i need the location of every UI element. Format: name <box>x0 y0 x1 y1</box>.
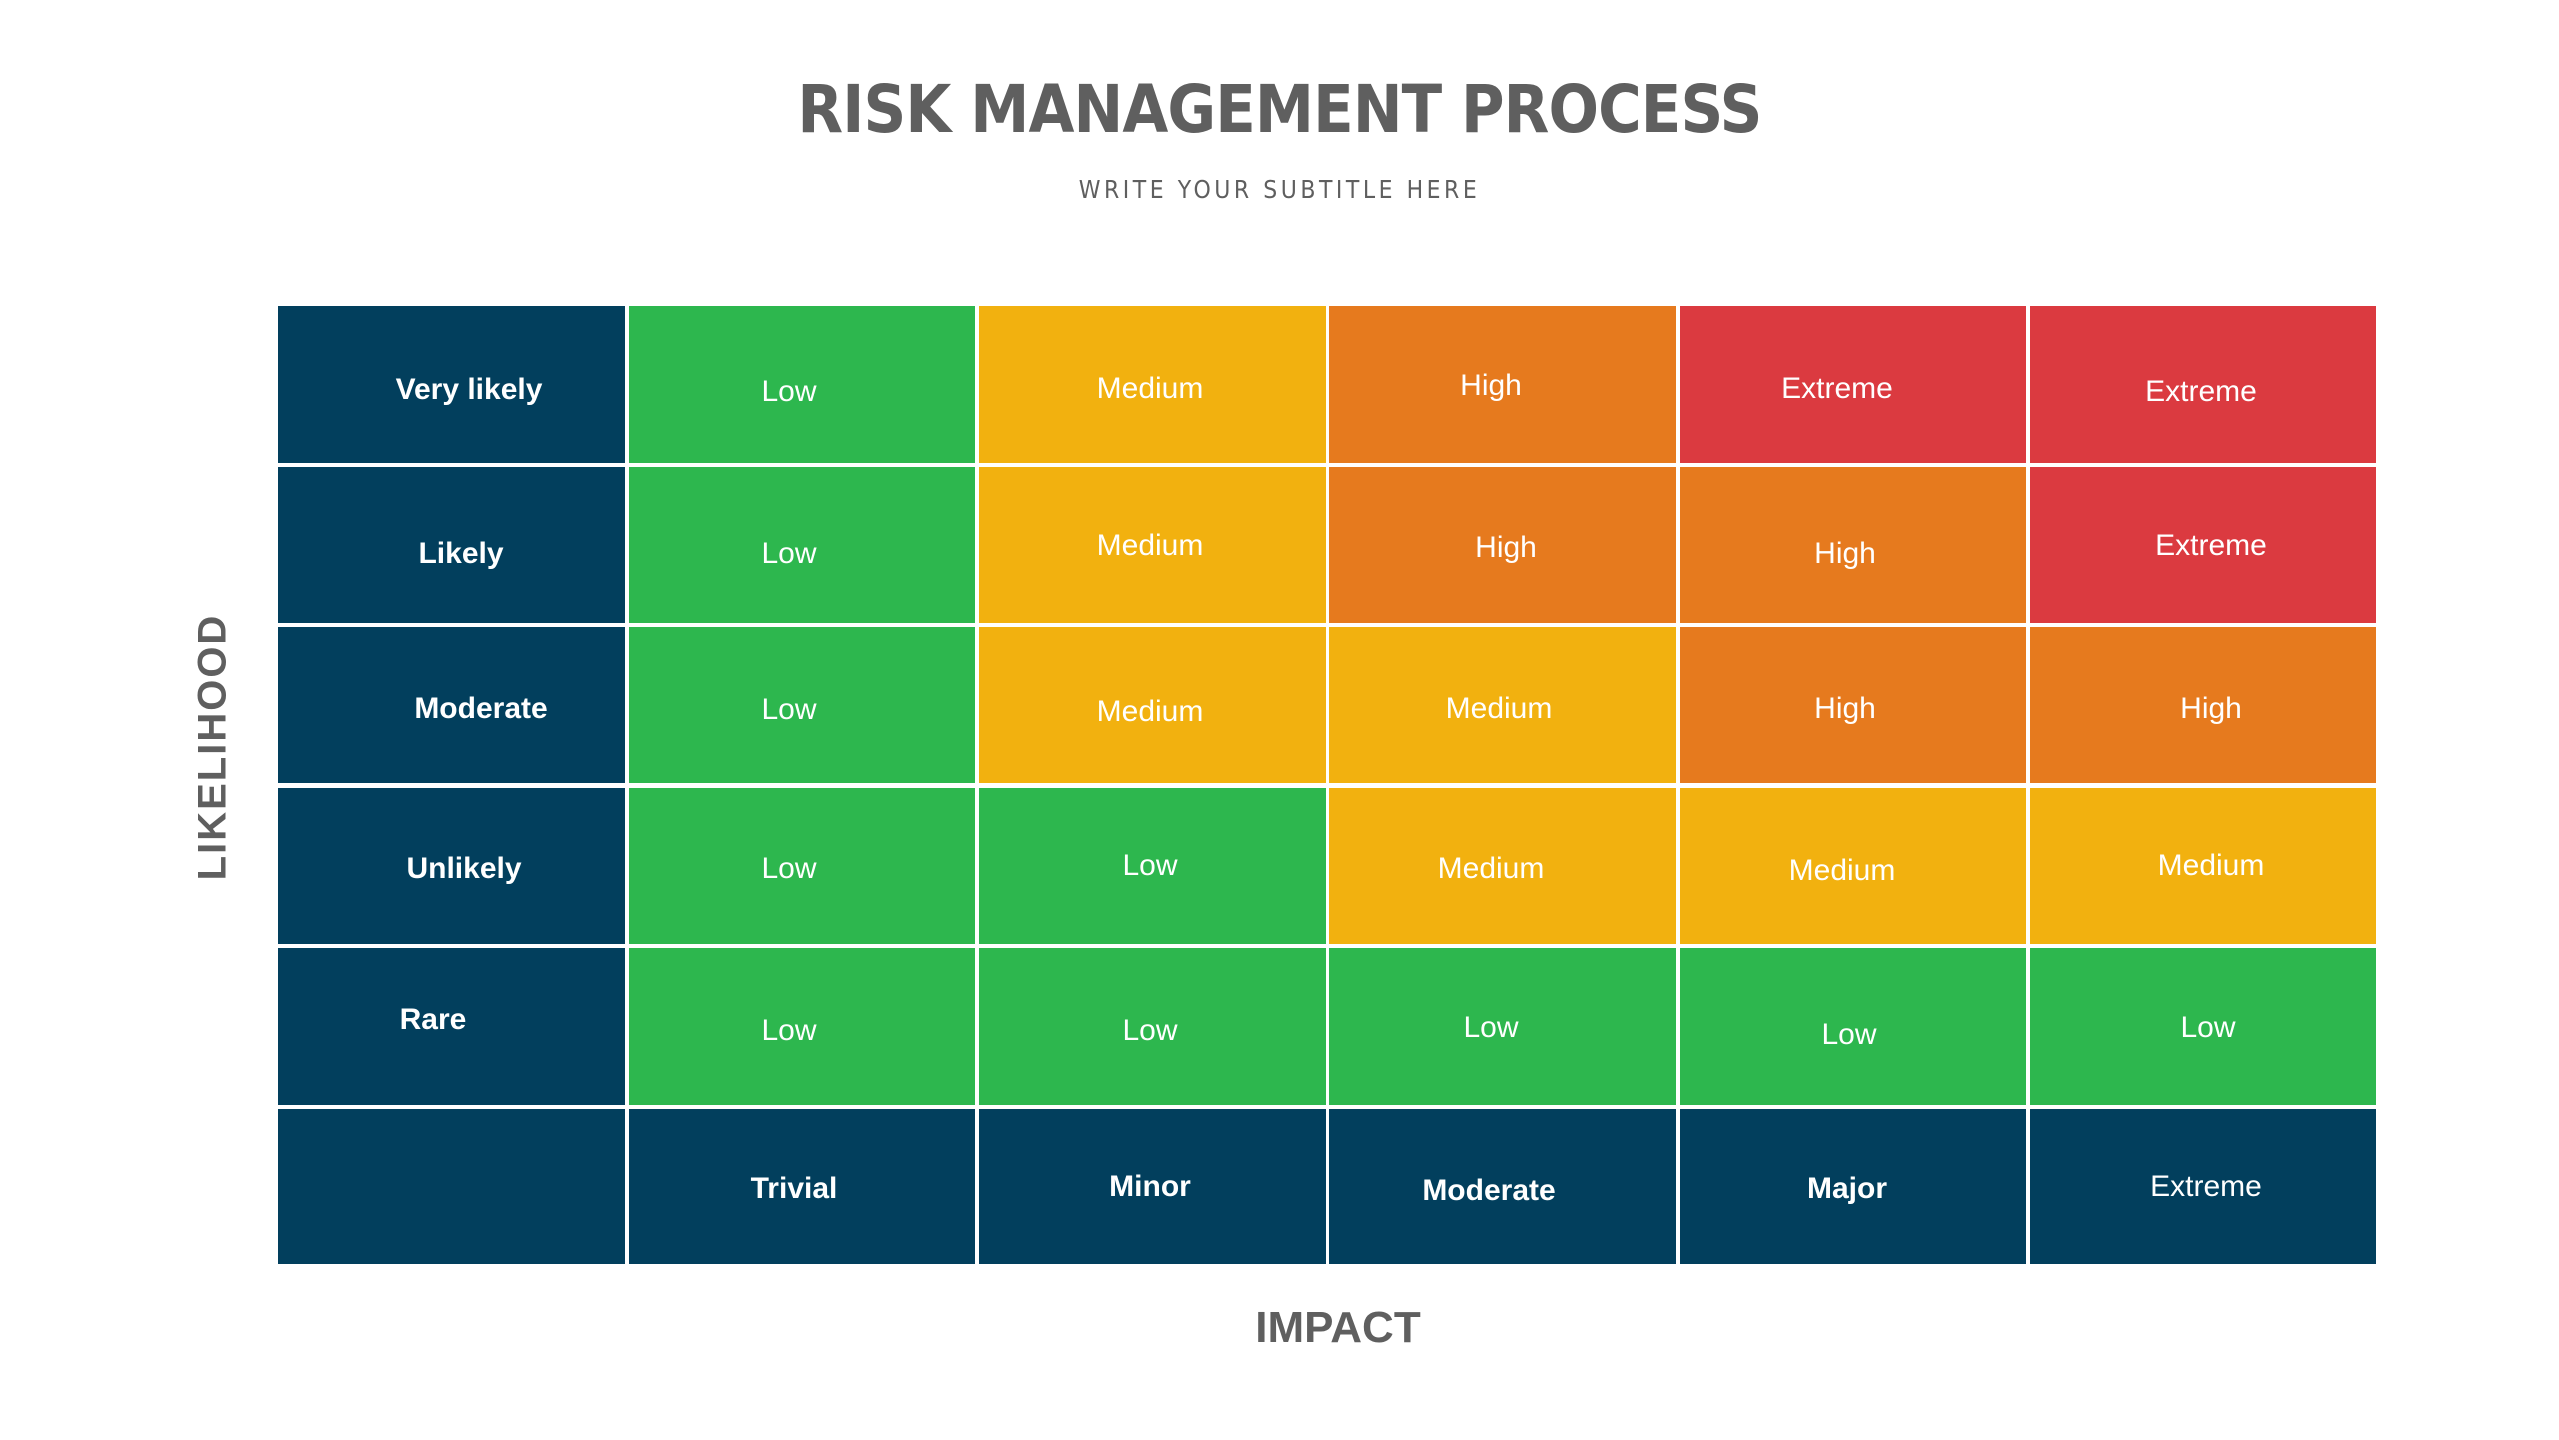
risk-cell <box>1329 948 1676 1105</box>
likelihood-label-text: Likely <box>418 537 504 570</box>
likelihood-axis-label: LIKELIHOOD <box>190 613 235 881</box>
risk-cell <box>2030 948 2376 1105</box>
likelihood-label-cell <box>278 948 625 1105</box>
risk-text: Low <box>761 375 817 408</box>
risk-text: Extreme <box>2155 529 2267 562</box>
risk-cell <box>979 788 1326 944</box>
risk-text: Medium <box>1437 852 1545 885</box>
risk-cell <box>979 948 1326 1105</box>
risk-text: Low <box>761 1014 817 1047</box>
risk-text: Low <box>2180 1011 2236 1044</box>
corner-cell <box>278 1109 625 1264</box>
risk-text: Medium <box>1788 854 1896 887</box>
risk-text: Medium <box>1096 529 1204 562</box>
risk-text: Low <box>1122 849 1178 882</box>
risk-text: High <box>1814 692 1876 725</box>
risk-cell <box>629 306 975 463</box>
impact-label-text: Trivial <box>750 1172 838 1205</box>
impact-label-cell <box>629 1109 975 1264</box>
likelihood-label-text: Unlikely <box>406 852 522 885</box>
risk-cell <box>629 788 975 944</box>
risk-text: Low <box>1122 1014 1178 1047</box>
page-title: RISK MANAGEMENT PROCESS <box>797 71 1762 148</box>
risk-cell <box>1680 788 2026 944</box>
impact-label-text: Moderate <box>1422 1174 1556 1207</box>
likelihood-label-cell <box>278 788 625 944</box>
impact-label-cell <box>1329 1109 1676 1264</box>
risk-text: Low <box>761 693 817 726</box>
risk-cell <box>1329 467 1676 623</box>
likelihood-label-cell <box>278 627 625 783</box>
likelihood-label-text: Moderate <box>414 692 548 725</box>
risk-cell <box>1680 627 2026 783</box>
risk-cell <box>629 627 975 783</box>
likelihood-label-text: Very likely <box>395 373 543 406</box>
risk-text: Extreme <box>2145 375 2257 408</box>
impact-label-text: Major <box>1806 1172 1888 1205</box>
risk-cell <box>1680 306 2026 463</box>
risk-text: Medium <box>1096 695 1204 728</box>
risk-text: Medium <box>2157 849 2265 882</box>
impact-label-cell <box>1680 1109 2026 1264</box>
risk-text: Low <box>1463 1011 1519 1044</box>
likelihood-label-text: Rare <box>399 1003 467 1036</box>
impact-axis-label: IMPACT <box>1255 1303 1421 1352</box>
risk-cell <box>979 467 1326 623</box>
risk-cell <box>2030 306 2376 463</box>
impact-label-text: Extreme <box>2150 1170 2262 1203</box>
impact-label-cell <box>2030 1109 2376 1264</box>
risk-cell <box>2030 788 2376 944</box>
risk-cell <box>2030 627 2376 783</box>
risk-cell <box>1680 948 2026 1105</box>
risk-text: Medium <box>1096 372 1204 405</box>
risk-cell <box>979 306 1326 463</box>
risk-cell <box>1680 467 2026 623</box>
risk-text: High <box>2180 692 2242 725</box>
risk-text: High <box>1814 537 1876 570</box>
risk-text: Low <box>761 852 817 885</box>
risk-cell <box>629 948 975 1105</box>
risk-cell <box>1329 306 1676 463</box>
risk-cell <box>1329 627 1676 783</box>
risk-text: Medium <box>1445 692 1553 725</box>
risk-cell <box>2030 467 2376 623</box>
risk-matrix: Very likely Low Medium High Extreme Extreme Li… <box>278 306 2376 1264</box>
likelihood-label-cell <box>278 467 625 623</box>
impact-label-text: Minor <box>1109 1170 1191 1203</box>
risk-text: Low <box>1821 1018 1877 1051</box>
risk-cell <box>629 467 975 623</box>
page-subtitle: WRITE YOUR SUBTITLE HERE <box>1078 175 1481 204</box>
risk-cell <box>979 627 1326 783</box>
risk-text: Extreme <box>1781 372 1893 405</box>
risk-text: High <box>1460 369 1522 402</box>
likelihood-label-cell <box>278 306 625 463</box>
risk-text: Low <box>761 537 817 570</box>
impact-label-cell <box>979 1109 1326 1264</box>
risk-text: High <box>1475 531 1537 564</box>
risk-cell <box>1329 788 1676 944</box>
